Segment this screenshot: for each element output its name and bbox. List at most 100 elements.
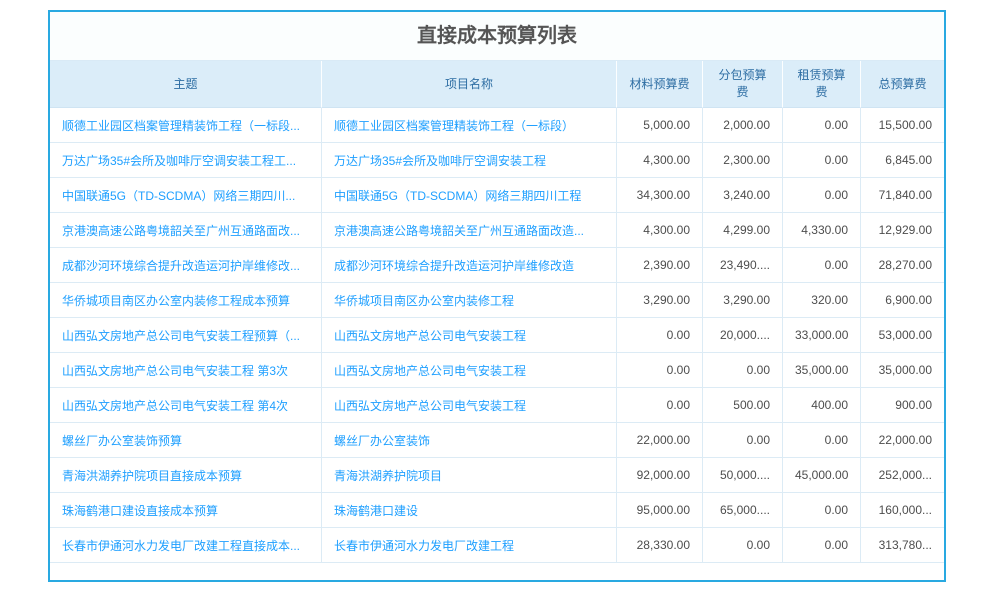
total-cell: 28,270.00	[861, 248, 944, 283]
subject-link[interactable]: 珠海鹤港口建设直接成本预算	[62, 503, 219, 518]
project-link[interactable]: 顺德工业园区档案管理精装饰工程（一标段）	[334, 118, 575, 133]
project-cell: 成都沙河环境综合提升改造运河护岸维修改造	[322, 248, 617, 283]
subject-cell: 万达广场35#会所及咖啡厅空调安装工程工...	[50, 143, 322, 178]
table-row: 珠海鹤港口建设直接成本预算 珠海鹤港口建设 95,000.00 65,000.... 0…	[50, 493, 944, 528]
table-row: 万达广场35#会所及咖啡厅空调安装工程工... 万达广场35#会所及咖啡厅空调安装…	[50, 143, 944, 178]
lease-cell: 33,000.00	[783, 318, 861, 353]
table-body: 顺德工业园区档案管理精装饰工程（一标段... 顺德工业园区档案管理精装饰工程（一标…	[50, 108, 944, 563]
project-link[interactable]: 成都沙河环境综合提升改造运河护岸维修改造	[334, 258, 575, 273]
lease-cell: 0.00	[783, 423, 861, 458]
page-title: 直接成本预算列表	[50, 12, 944, 61]
total-cell: 6,900.00	[861, 283, 944, 318]
subject-cell: 华侨城项目南区办公室内装修工程成本预算	[50, 283, 322, 318]
project-cell: 螺丝厂办公室装饰	[322, 423, 617, 458]
subject-cell: 螺丝厂办公室装饰预算	[50, 423, 322, 458]
table-row: 京港澳高速公路粤境韶关至广州互通路面改... 京港澳高速公路粤境韶关至广州互通路面…	[50, 213, 944, 248]
lease-cell: 320.00	[783, 283, 861, 318]
table-row: 中国联通5G（TD-SCDMA）网络三期四川... 中国联通5G（TD-SCDMA…	[50, 178, 944, 213]
subject-link[interactable]: 京港澳高速公路粤境韶关至广州互通路面改...	[62, 223, 301, 238]
project-link[interactable]: 华侨城项目南区办公室内装修工程	[334, 293, 515, 308]
lease-cell: 400.00	[783, 388, 861, 423]
subcontract-cell: 500.00	[703, 388, 783, 423]
subject-link[interactable]: 山西弘文房地产总公司电气安装工程 第4次	[62, 398, 289, 413]
subject-cell: 中国联通5G（TD-SCDMA）网络三期四川...	[50, 178, 322, 213]
subcontract-cell: 0.00	[703, 353, 783, 388]
project-cell: 山西弘文房地产总公司电气安装工程	[322, 388, 617, 423]
subject-link[interactable]: 成都沙河环境综合提升改造运河护岸维修改...	[62, 258, 301, 273]
project-cell: 京港澳高速公路粤境韶关至广州互通路面改造...	[322, 213, 617, 248]
project-link[interactable]: 长春市伊通河水力发电厂改建工程	[334, 538, 515, 553]
subject-link[interactable]: 万达广场35#会所及咖啡厅空调安装工程工...	[62, 153, 297, 168]
subcontract-cell: 3,240.00	[703, 178, 783, 213]
table-row: 山西弘文房地产总公司电气安装工程 第4次 山西弘文房地产总公司电气安装工程 0.00…	[50, 388, 944, 423]
project-link[interactable]: 中国联通5G（TD-SCDMA）网络三期四川工程	[334, 188, 582, 203]
project-link[interactable]: 万达广场35#会所及咖啡厅空调安装工程	[334, 153, 547, 168]
total-cell: 6,845.00	[861, 143, 944, 178]
material-cell: 92,000.00	[617, 458, 703, 493]
total-cell: 53,000.00	[861, 318, 944, 353]
subject-cell: 长春市伊通河水力发电厂改建工程直接成本...	[50, 528, 322, 563]
subject-cell: 成都沙河环境综合提升改造运河护岸维修改...	[50, 248, 322, 283]
lease-cell: 0.00	[783, 143, 861, 178]
subject-cell: 山西弘文房地产总公司电气安装工程 第4次	[50, 388, 322, 423]
material-cell: 0.00	[617, 388, 703, 423]
subcontract-cell: 2,300.00	[703, 143, 783, 178]
subcontract-cell: 23,490....	[703, 248, 783, 283]
subject-link[interactable]: 长春市伊通河水力发电厂改建工程直接成本...	[62, 538, 301, 553]
lease-cell: 0.00	[783, 178, 861, 213]
lease-cell: 0.00	[783, 493, 861, 528]
material-cell: 5,000.00	[617, 108, 703, 143]
project-link[interactable]: 珠海鹤港口建设	[334, 503, 419, 518]
material-cell: 0.00	[617, 353, 703, 388]
subject-link[interactable]: 螺丝厂办公室装饰预算	[62, 433, 183, 448]
subject-link[interactable]: 山西弘文房地产总公司电气安装工程预算（...	[62, 328, 301, 343]
material-cell: 34,300.00	[617, 178, 703, 213]
table-row: 青海洪湖养护院项目直接成本预算 青海洪湖养护院项目 92,000.00 50,000.…	[50, 458, 944, 493]
total-cell: 160,000...	[861, 493, 944, 528]
subject-link[interactable]: 山西弘文房地产总公司电气安装工程 第3次	[62, 363, 289, 378]
material-cell: 0.00	[617, 318, 703, 353]
project-link[interactable]: 京港澳高速公路粤境韶关至广州互通路面改造...	[334, 223, 585, 238]
project-link[interactable]: 山西弘文房地产总公司电气安装工程	[334, 398, 527, 413]
project-cell: 珠海鹤港口建设	[322, 493, 617, 528]
subcontract-cell: 65,000....	[703, 493, 783, 528]
col-header-lease: 租赁预算费	[783, 61, 861, 108]
subject-cell: 山西弘文房地产总公司电气安装工程 第3次	[50, 353, 322, 388]
material-cell: 2,390.00	[617, 248, 703, 283]
subcontract-cell: 3,290.00	[703, 283, 783, 318]
subject-cell: 青海洪湖养护院项目直接成本预算	[50, 458, 322, 493]
project-cell: 华侨城项目南区办公室内装修工程	[322, 283, 617, 318]
col-header-project: 项目名称	[322, 61, 617, 108]
subject-link[interactable]: 华侨城项目南区办公室内装修工程成本预算	[62, 293, 291, 308]
subject-cell: 珠海鹤港口建设直接成本预算	[50, 493, 322, 528]
col-header-total: 总预算费	[861, 61, 944, 108]
material-cell: 4,300.00	[617, 143, 703, 178]
project-cell: 山西弘文房地产总公司电气安装工程	[322, 353, 617, 388]
project-link[interactable]: 青海洪湖养护院项目	[334, 468, 443, 483]
subject-link[interactable]: 青海洪湖养护院项目直接成本预算	[62, 468, 243, 483]
project-cell: 长春市伊通河水力发电厂改建工程	[322, 528, 617, 563]
subcontract-cell: 50,000....	[703, 458, 783, 493]
material-cell: 28,330.00	[617, 528, 703, 563]
material-cell: 3,290.00	[617, 283, 703, 318]
material-cell: 95,000.00	[617, 493, 703, 528]
subject-link[interactable]: 顺德工业园区档案管理精装饰工程（一标段...	[62, 118, 301, 133]
project-link[interactable]: 山西弘文房地产总公司电气安装工程	[334, 328, 527, 343]
subcontract-cell: 20,000....	[703, 318, 783, 353]
subject-cell: 京港澳高速公路粤境韶关至广州互通路面改...	[50, 213, 322, 248]
project-link[interactable]: 山西弘文房地产总公司电气安装工程	[334, 363, 527, 378]
lease-cell: 4,330.00	[783, 213, 861, 248]
project-cell: 顺德工业园区档案管理精装饰工程（一标段）	[322, 108, 617, 143]
table-row: 山西弘文房地产总公司电气安装工程预算（... 山西弘文房地产总公司电气安装工程 0.…	[50, 318, 944, 353]
total-cell: 313,780...	[861, 528, 944, 563]
total-cell: 15,500.00	[861, 108, 944, 143]
project-link[interactable]: 螺丝厂办公室装饰	[334, 433, 431, 448]
total-cell: 252,000...	[861, 458, 944, 493]
subcontract-cell: 2,000.00	[703, 108, 783, 143]
subcontract-cell: 0.00	[703, 423, 783, 458]
col-header-material: 材料预算费	[617, 61, 703, 108]
subject-cell: 山西弘文房地产总公司电气安装工程预算（...	[50, 318, 322, 353]
table-row: 山西弘文房地产总公司电气安装工程 第3次 山西弘文房地产总公司电气安装工程 0.00…	[50, 353, 944, 388]
subject-link[interactable]: 中国联通5G（TD-SCDMA）网络三期四川...	[62, 188, 296, 203]
table-row: 成都沙河环境综合提升改造运河护岸维修改... 成都沙河环境综合提升改造运河护岸维修…	[50, 248, 944, 283]
